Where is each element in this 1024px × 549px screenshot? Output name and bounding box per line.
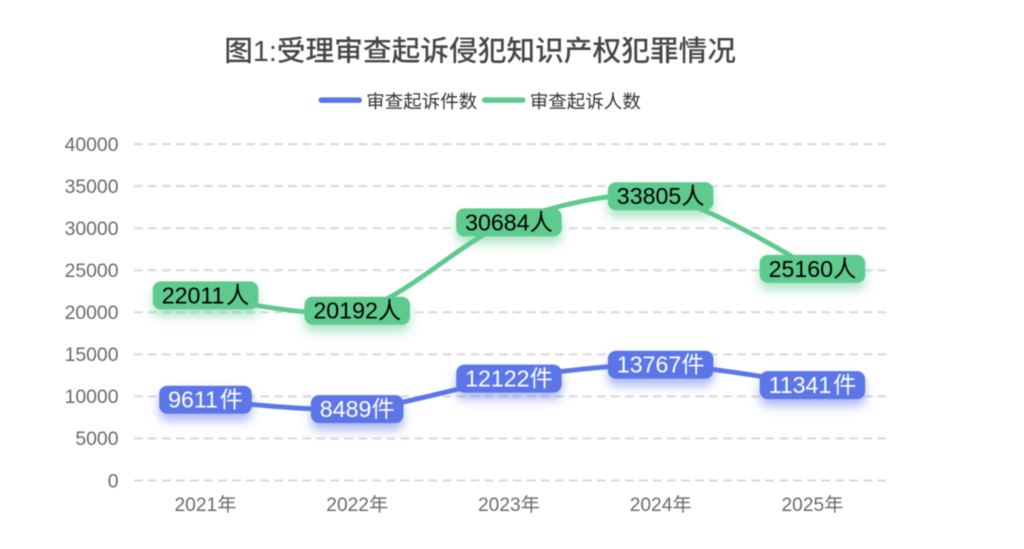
svg-text:10000: 10000	[65, 386, 119, 408]
svg-text:2025: 2025	[782, 495, 825, 516]
svg-text:2023: 2023	[478, 495, 521, 516]
svg-text:25000: 25000	[65, 260, 119, 282]
svg-text:8489: 8489	[320, 396, 372, 422]
svg-text:12122: 12122	[465, 366, 529, 392]
svg-text:35000: 35000	[65, 176, 119, 198]
svg-text:30684: 30684	[465, 209, 530, 235]
svg-text:11341: 11341	[769, 372, 832, 398]
svg-text:2022: 2022	[326, 495, 369, 516]
svg-text:13767: 13767	[617, 352, 681, 378]
svg-text:9611: 9611	[168, 387, 218, 413]
svg-text:1:: 1:	[253, 36, 277, 68]
svg-text:2021: 2021	[175, 495, 218, 516]
svg-text:0: 0	[108, 470, 119, 492]
svg-text:40000: 40000	[65, 134, 119, 156]
svg-text:5000: 5000	[75, 428, 118, 450]
svg-text:22011: 22011	[162, 282, 225, 308]
svg-text:2024: 2024	[630, 495, 673, 516]
svg-text:20000: 20000	[65, 302, 119, 324]
svg-text:30000: 30000	[65, 218, 119, 240]
svg-text:20192: 20192	[313, 298, 377, 324]
svg-text:15000: 15000	[65, 344, 119, 366]
svg-text:33805: 33805	[617, 183, 681, 209]
svg-text:25160: 25160	[769, 256, 833, 282]
